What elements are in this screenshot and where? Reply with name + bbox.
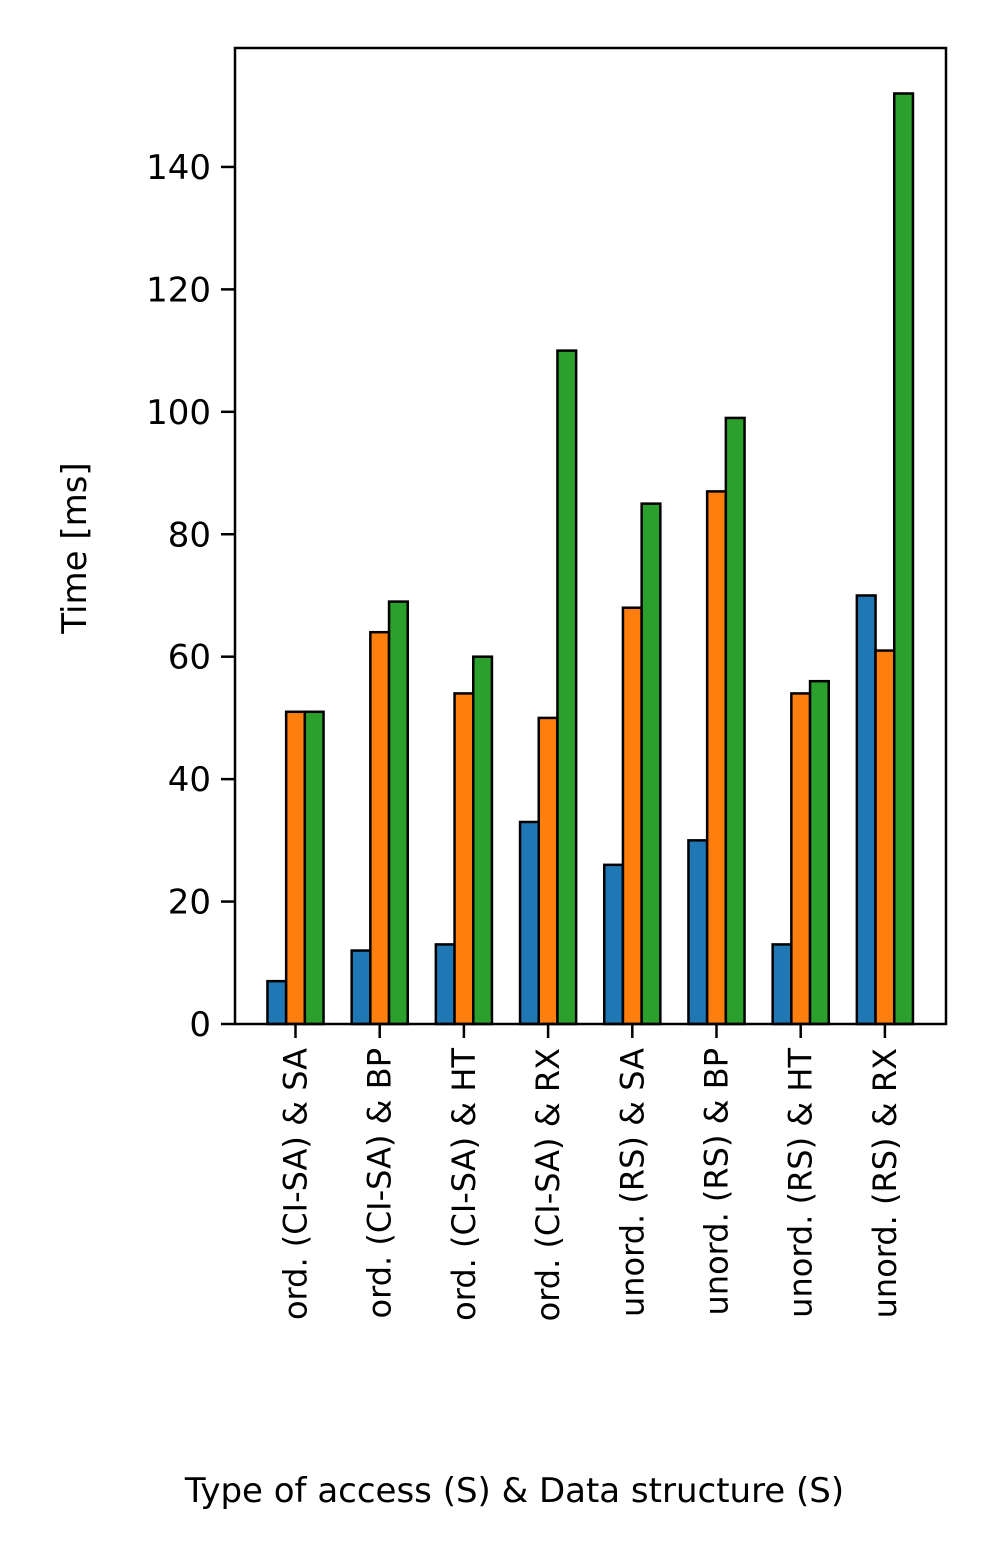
x-tick-label-3: ord. (CI-SA) & RX	[529, 1048, 567, 1321]
bar-s0-c7	[855, 594, 877, 1026]
x-tick-label-1: ord. (CI-SA) & BP	[361, 1048, 399, 1318]
y-tick-label-7: 140	[146, 148, 211, 188]
x-axis: ord. (CI-SA) & SA ord. (CI-SA) & BP ord. (…	[277, 1024, 904, 1321]
y-tick-label-1: 20	[168, 883, 211, 923]
bar-s0-c0	[266, 979, 288, 1026]
bar-s1-c0	[284, 710, 307, 1026]
y-tick-label-2: 40	[168, 760, 211, 800]
bar-s1-c6	[790, 692, 812, 1026]
bar-s2-c6	[808, 679, 830, 1026]
bar-s2-c4	[640, 502, 662, 1026]
x-tick-label-7: unord. (RS) & RX	[866, 1048, 904, 1318]
bar-s0-c5	[687, 839, 709, 1026]
y-tick-label-3: 60	[168, 638, 211, 678]
x-tick-label-5: unord. (RS) & BP	[698, 1048, 736, 1315]
bar-s0-c6	[771, 943, 793, 1026]
y-tick-label-0: 0	[189, 1005, 211, 1045]
bar-s1-c1	[369, 630, 391, 1026]
bar-s1-c2	[453, 692, 475, 1026]
bar-s1-c4	[621, 606, 643, 1026]
y-axis-label: Time [ms]	[55, 462, 95, 634]
x-tick-label-2: ord. (CI-SA) & HT	[445, 1048, 483, 1321]
bar-s0-c3	[518, 820, 540, 1026]
bar-s1-c7	[874, 649, 896, 1026]
x-tick-label-0: ord. (CI-SA) & SA	[277, 1048, 315, 1320]
bar-s2-c5	[724, 416, 746, 1026]
y-tick-label-4: 80	[168, 515, 211, 555]
x-axis-label: Type of access (S) & Data structure (S)	[184, 1471, 844, 1511]
bar-s2-c1	[387, 600, 409, 1026]
x-tick-label-4: unord. (RS) & SA	[613, 1048, 651, 1317]
x-tick-label-6: unord. (RS) & HT	[782, 1048, 820, 1318]
plot-frame	[233, 46, 948, 1026]
bar-s2-c3	[556, 349, 578, 1026]
y-tick-label-5: 100	[146, 393, 211, 433]
bar-s1-c5	[705, 490, 728, 1026]
bar-s2-c2	[472, 655, 494, 1026]
bar-s2-c7	[893, 92, 915, 1026]
y-tick-label-6: 120	[146, 270, 211, 310]
bars-group	[266, 92, 915, 1026]
bar-s1-c3	[537, 716, 559, 1026]
bar-s0-c4	[603, 863, 625, 1026]
bar-s0-c2	[434, 943, 456, 1026]
bar-s2-c0	[303, 710, 325, 1026]
bar-s0-c1	[350, 949, 372, 1026]
y-axis: 0 20 40 60 80 100 120 140	[146, 148, 235, 1045]
